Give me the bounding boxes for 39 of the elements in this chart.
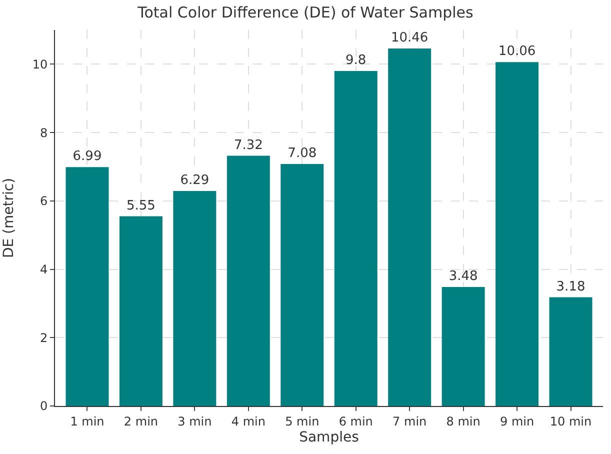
x-tick-label: 10 min [550, 414, 592, 428]
data-label: 9.8 [346, 53, 366, 68]
y-tick-label: 6 [40, 194, 48, 208]
x-tick-label: 1 min [70, 414, 104, 428]
data-label: 6.99 [72, 149, 102, 164]
bar [388, 48, 432, 406]
x-tick-label: 5 min [285, 414, 320, 428]
bar [173, 191, 216, 406]
data-label: 5.55 [126, 198, 156, 214]
data-label: 6.29 [180, 173, 210, 188]
data-label: 3.48 [448, 269, 478, 284]
x-tick-label: 9 min [500, 414, 534, 428]
x-tick-label: 6 min [338, 414, 373, 428]
y-axis-title: DE (metric) [0, 178, 17, 258]
bar [66, 167, 109, 406]
y-tick-label: 4 [40, 262, 48, 276]
x-tick-label: 3 min [178, 414, 212, 428]
data-label: 10.46 [390, 30, 428, 46]
y-tick-label: 8 [40, 126, 48, 140]
x-axis-title: Samples [299, 430, 359, 446]
x-tick-label: 7 min [392, 414, 427, 428]
y-tick-label: 0 [40, 399, 48, 414]
bar [334, 71, 378, 406]
data-label: 7.08 [288, 146, 317, 161]
data-label: 3.18 [556, 279, 586, 294]
data-label: 10.06 [498, 44, 536, 60]
y-tick-label: 10 [32, 57, 48, 72]
x-tick-label: 4 min [231, 414, 266, 428]
bar [442, 287, 485, 406]
data-label: 7.32 [234, 138, 263, 153]
bar [119, 216, 162, 406]
chart-title: Total Color Difference (DE) of Water Samples [136, 3, 474, 22]
bar [496, 62, 539, 406]
x-tick-label: 2 min [124, 414, 158, 428]
x-tick-label: 8 min [446, 414, 480, 428]
bar [226, 156, 270, 406]
bar [549, 297, 592, 406]
y-tick-label: 2 [40, 330, 48, 345]
bar [280, 164, 324, 406]
